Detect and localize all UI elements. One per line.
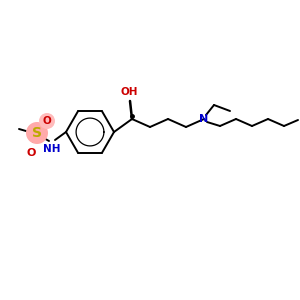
Text: N: N	[200, 114, 208, 124]
Text: OH: OH	[120, 87, 138, 97]
Circle shape	[26, 122, 48, 144]
Circle shape	[39, 113, 55, 129]
Text: O: O	[26, 148, 36, 158]
Text: NH: NH	[43, 144, 61, 154]
Text: S: S	[32, 126, 42, 140]
Text: O: O	[43, 116, 51, 126]
